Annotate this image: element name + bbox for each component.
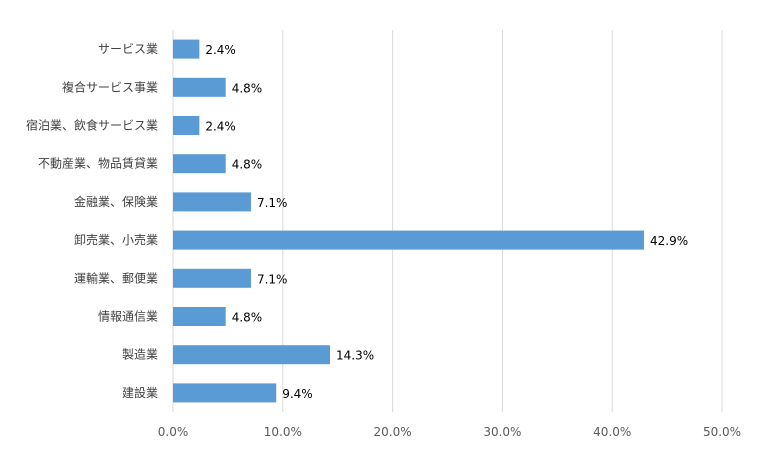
x-axis-tick-labels: 0.0% 10.0% 20.0% 30.0% 40.0% 50.0% [158,425,741,439]
category-label: 建設業 [122,385,158,400]
data-label: 42.9% [650,234,688,248]
data-label: 14.3% [336,349,374,363]
data-label: 9.4% [282,387,313,401]
bar [173,192,251,212]
bar [173,154,226,174]
bar [173,77,226,97]
x-tick-label: 40.0% [593,425,631,439]
data-label: 7.1% [257,272,288,286]
category-label: 宿泊業、飲食サービス業 [26,118,158,133]
bars [173,39,645,403]
bar [173,307,226,326]
x-tick-label: 10.0% [264,425,302,439]
bar [173,383,277,403]
category-label: サービス業 [98,42,158,56]
data-label: 4.8% [232,81,262,95]
data-labels: 2.4% 4.8% 2.4% 4.8% 7.1% 42.9% 7.1% 4.8% 14.3% 9.… [205,43,688,401]
category-label: 卸売業、小売業 [74,232,158,247]
data-label: 2.4% [205,43,236,57]
data-label: 2.4% [205,120,236,134]
category-label: 複合サービス事業 [62,79,158,94]
bar [173,268,251,288]
bar [173,116,200,135]
category-labels: サービス業複合サービス事業宿泊業、飲食サービス業不動産業、物品賃貸業金融業、保険… [26,42,158,400]
data-label: 4.8% [232,311,262,325]
category-label: 金融業、保険業 [74,194,158,209]
data-label: 7.1% [257,196,288,210]
bar [173,230,645,250]
x-tick-label: 20.0% [374,425,412,439]
category-label: 不動産業、物品賃貸業 [38,156,158,171]
bar [173,345,331,365]
category-label: 運輸業、郵便業 [74,270,158,285]
x-tick-label: 30.0% [483,425,521,439]
bar [173,39,200,59]
data-label: 4.8% [232,158,262,172]
x-tick-label: 0.0% [158,425,189,439]
category-label: 製造業 [122,348,158,362]
category-label: 情報通信業 [98,310,158,324]
x-tick-label: 50.0% [703,425,741,439]
